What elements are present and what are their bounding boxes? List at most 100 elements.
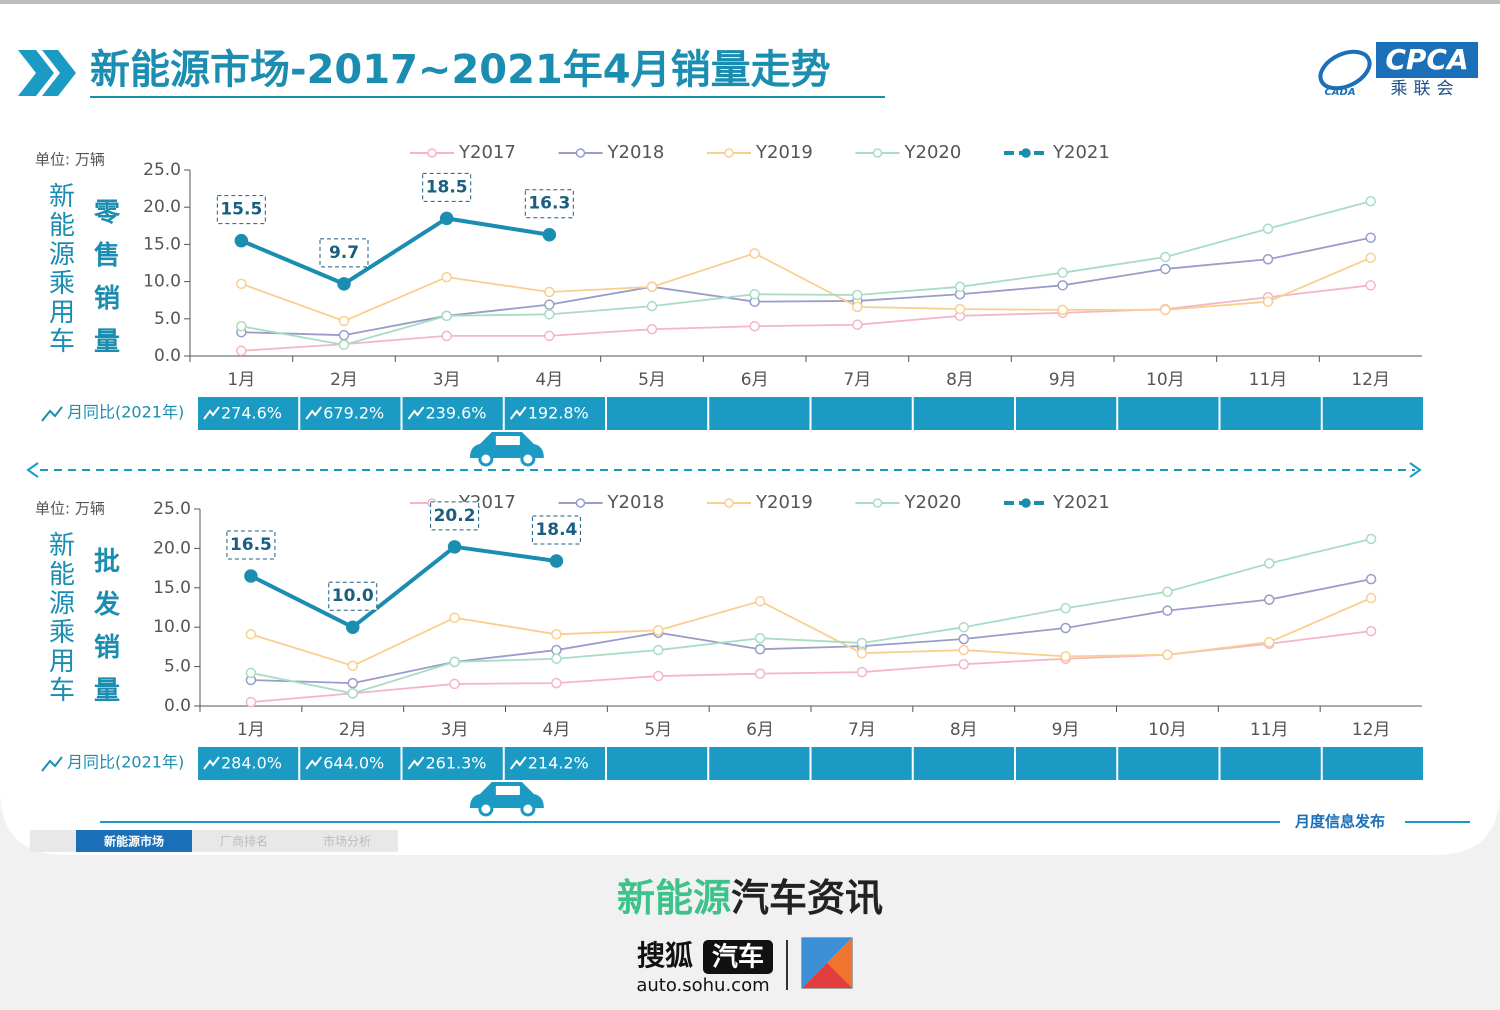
yoy-cell	[709, 397, 810, 430]
legend-label: Y2021	[1052, 492, 1110, 513]
data-point	[653, 644, 664, 656]
y-label: 新能源乘用车	[45, 182, 75, 356]
data-point	[958, 658, 969, 670]
logo-globe	[1318, 49, 1372, 91]
data-point	[245, 629, 257, 640]
x-tick-label: 3月	[433, 370, 461, 390]
tab-active[interactable]	[76, 830, 192, 852]
brand-title-dark: 汽车资讯	[731, 876, 883, 920]
series-line	[250, 578, 1372, 685]
data-point	[338, 339, 350, 351]
yoy-value: 284.0%	[221, 754, 282, 773]
data-point	[1060, 603, 1071, 614]
data-point	[551, 644, 562, 656]
car-wheel	[478, 451, 494, 467]
data-label: 18.5	[426, 177, 468, 197]
legend-label: Y2018	[607, 142, 665, 163]
x-tick-label: 2月	[330, 370, 358, 390]
car-wheel	[478, 801, 494, 817]
chevron	[42, 50, 76, 96]
x-tick-label: 11月	[1249, 370, 1288, 390]
data-point	[856, 637, 868, 649]
x-tick-label: 3月	[441, 720, 469, 740]
data-point	[551, 677, 562, 689]
data-point	[646, 323, 658, 335]
car-window	[495, 786, 520, 795]
yoy-cell	[1118, 397, 1219, 430]
data-label: 18.4	[535, 520, 577, 540]
legend-label: Y2019	[755, 492, 813, 513]
subtitle: 零售销量	[90, 198, 120, 370]
legend-marker	[1021, 498, 1031, 508]
footer-note: 月度信息发布	[1294, 813, 1385, 831]
x-tick-label: 6月	[741, 370, 769, 390]
yoy-value: 192.8%	[528, 404, 589, 423]
data-point	[1060, 651, 1071, 662]
data-point	[856, 666, 868, 678]
unit-label: 单位: 万辆	[35, 500, 105, 518]
data-label: 16.3	[528, 194, 570, 214]
tab[interactable]	[192, 830, 296, 852]
data-point	[646, 300, 658, 312]
yoy-arrow	[203, 406, 220, 420]
data-point	[449, 612, 460, 623]
data-point	[236, 278, 247, 290]
data-point	[749, 288, 760, 300]
data-point	[245, 696, 257, 708]
yoy-arrow	[509, 756, 527, 770]
site-tag: 汽车	[712, 942, 764, 973]
legend-label: Y2018	[607, 492, 665, 513]
x-tick-label: 9月	[1049, 370, 1077, 390]
data-point	[544, 309, 555, 320]
tab-label: 市场分析	[323, 834, 371, 849]
x-tick-label: 8月	[950, 720, 978, 740]
data-point	[754, 632, 766, 644]
data-point	[1160, 251, 1171, 263]
data-point	[347, 660, 358, 672]
data-point	[754, 644, 766, 655]
data-label-box	[216, 195, 266, 225]
yoy-cell	[607, 747, 708, 780]
y-tick-label: 10.0	[143, 272, 181, 292]
data-point	[551, 653, 562, 664]
data-point	[653, 625, 664, 636]
yoy-cell	[1322, 397, 1423, 430]
data-label-box	[524, 189, 574, 219]
x-tick-label: 9月	[1052, 720, 1080, 740]
data-label-box	[226, 530, 276, 560]
x-tick-label: 5月	[644, 720, 672, 740]
legend-marker	[575, 148, 586, 158]
data-point	[338, 315, 350, 327]
data-point	[1365, 280, 1376, 291]
data-point	[244, 569, 258, 583]
data-point	[549, 554, 564, 568]
x-tick-label: 1月	[227, 370, 255, 390]
data-point	[1365, 252, 1376, 264]
data-point	[441, 310, 452, 322]
x-tick-label: 7月	[848, 720, 876, 740]
data-label-box	[430, 501, 480, 531]
data-point	[1057, 267, 1068, 278]
yoy-cell	[1016, 747, 1117, 780]
data-point	[347, 677, 358, 689]
data-point	[1365, 195, 1376, 207]
series-line	[241, 252, 1372, 322]
y-tick-label: 10.0	[153, 617, 191, 637]
yoy-value: 261.3%	[426, 754, 487, 773]
data-point	[958, 621, 969, 633]
yoy-title: 月同比(2021年)	[67, 753, 184, 772]
series-line	[250, 538, 1372, 695]
tab[interactable]	[296, 830, 398, 852]
yoy-cell	[913, 397, 1014, 430]
x-tick-label: 2月	[339, 720, 367, 740]
legend-marker	[575, 498, 586, 508]
x-tick-label: 7月	[843, 370, 871, 390]
yoy-cell	[913, 747, 1014, 780]
y-tick-label: 20.0	[143, 197, 181, 217]
yoy-value: 239.6%	[426, 404, 487, 423]
data-point	[346, 620, 360, 634]
app-logo-part	[802, 963, 852, 988]
data-point	[852, 301, 863, 313]
tab-label: 厂商排名	[220, 834, 268, 849]
